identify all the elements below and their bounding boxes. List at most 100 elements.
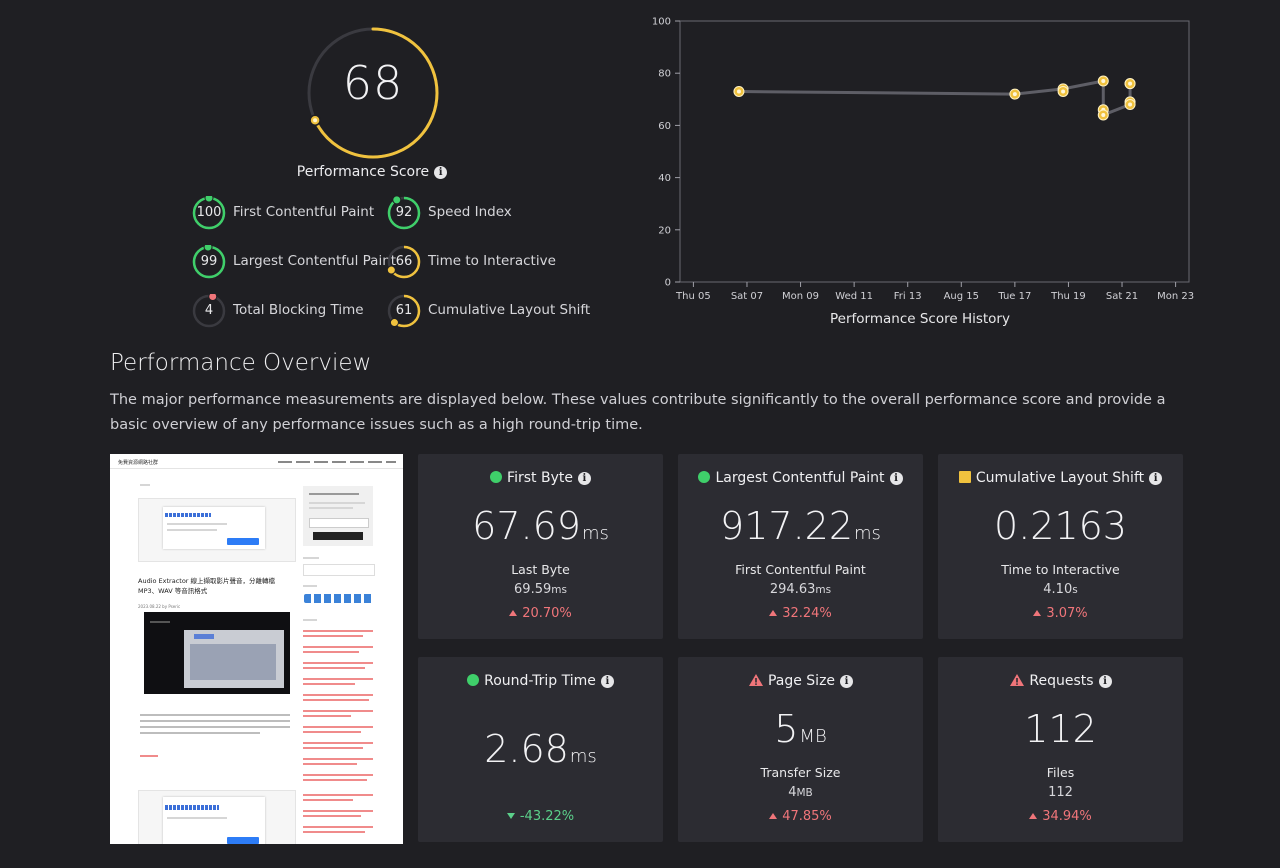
card-sub-value: 4.10s: [938, 582, 1183, 597]
info-icon[interactable]: i: [434, 166, 448, 179]
card-value: 917.22ms: [678, 504, 923, 548]
info-icon[interactable]: i: [1098, 675, 1112, 688]
card-delta: 47.85%: [678, 809, 923, 824]
metric-label-speed-index: Speed Index: [428, 204, 512, 220]
card-delta-value: 3.07%: [1046, 606, 1088, 621]
metric-score: 61: [395, 303, 413, 318]
card-sub-value: 4MB: [678, 785, 923, 800]
chart-x-tick-label: Tue 17: [997, 291, 1031, 302]
metric-card-round-trip-time: Round-Trip Time i 2.68ms -43.22%: [418, 657, 663, 842]
card-sub-label: Files: [1046, 765, 1075, 780]
card-value: 112: [938, 707, 1183, 751]
warning-icon: [1010, 674, 1025, 686]
card-delta: -43.22%: [418, 809, 663, 824]
metric-card-page-size: Page Size i 5MB Transfer Size 4MB 47.85%: [678, 657, 923, 842]
card-value-unit: MB: [799, 726, 827, 747]
status-good-icon: [467, 674, 480, 686]
metric-card-largest-contentful-paint: Largest Contentful Paint i 917.22ms First…: [678, 454, 923, 639]
card-header: First Byte i: [418, 470, 663, 486]
metric-ring-first-contentful-paint: 100: [192, 196, 226, 230]
chart-point-center: [736, 89, 741, 94]
card-header: Cumulative Layout Shift i: [938, 470, 1183, 486]
chart-point-center: [1012, 92, 1017, 97]
card-sub-value-unit: s: [1072, 584, 1078, 596]
metric-label-total-blocking-time: Total Blocking Time: [233, 302, 364, 318]
metric-label-largest-contentful-paint: Largest Contentful Paint: [233, 253, 397, 269]
metric-label-time-to-interactive: Time to Interactive: [428, 253, 556, 269]
card-value-unit: ms: [569, 746, 597, 767]
chart-x-tick-label: Mon 23: [1157, 291, 1194, 302]
warning-icon: [748, 674, 763, 686]
chart-series-path: [738, 79, 1132, 117]
chart-x-tick-label: Aug 15: [944, 291, 979, 302]
card-title: Round-Trip Time: [484, 673, 596, 689]
metric-score: 92: [395, 205, 413, 220]
chart-y-tick-label: 40: [658, 173, 671, 184]
trend-down-icon: [506, 813, 515, 819]
status-good-icon: [698, 471, 711, 483]
info-icon[interactable]: i: [1149, 472, 1163, 485]
card-value-number: 112: [1024, 707, 1097, 751]
metric-score: 99: [200, 254, 218, 269]
info-icon[interactable]: i: [840, 675, 854, 688]
card-delta: 20.70%: [418, 606, 663, 621]
info-icon[interactable]: i: [600, 675, 614, 688]
metric-ring-speed-index: 92: [387, 196, 421, 230]
card-value: 0.2163: [938, 504, 1183, 548]
trend-up-icon: [1029, 813, 1038, 819]
screenshot-article-title: Audio Extractor 線上擷取影片聲音，分離轉檔 MP3、WAV 等音…: [138, 577, 276, 595]
chart-points: [733, 75, 1136, 121]
card-title: First Byte: [507, 470, 573, 486]
card-value-number: 67.69: [472, 504, 581, 548]
chart-y-tick-label: 60: [658, 121, 671, 132]
chart-series-line: [738, 79, 1132, 117]
chart-point-center: [1061, 89, 1066, 94]
performance-score-history-chart: 0 20 40 60 80 100 Thu 05 Sat 07 Mon 09 Wed 11 Fri …: [652, 17, 1194, 303]
chart-x-tick-label: Thu 05: [675, 291, 711, 302]
metric-score: 66: [395, 254, 413, 269]
metric-card-cumulative-layout-shift: Cumulative Layout Shift i 0.2163 Time to …: [938, 454, 1183, 639]
card-header: Round-Trip Time i: [418, 673, 663, 689]
card-delta-value: 20.70%: [522, 606, 572, 621]
trend-up-icon: [769, 813, 778, 819]
metric-ring-time-to-interactive: 66: [387, 245, 421, 279]
chart-y-tick-label: 0: [665, 278, 671, 289]
chart-point-center: [1128, 81, 1133, 86]
card-sub-value: 294.63ms: [678, 582, 923, 597]
trend-up-icon: [509, 610, 518, 616]
info-icon[interactable]: i: [577, 472, 591, 485]
metric-ring-cumulative-layout-shift: 61: [387, 294, 421, 328]
card-value-number: 5: [774, 707, 799, 751]
section-title: Performance Overview: [110, 350, 372, 376]
performance-score-value: 68: [342, 56, 404, 110]
card-header: Requests i: [938, 673, 1183, 689]
chart-point-center: [1101, 112, 1106, 117]
metric-label-cumulative-layout-shift: Cumulative Layout Shift: [428, 302, 591, 318]
performance-score-gauge: [307, 27, 439, 159]
card-sub-label: Transfer Size: [760, 765, 841, 780]
card-sub-value-number: 4.10: [1043, 582, 1073, 597]
chart-x-axis-label: Performance Score History: [830, 311, 1010, 327]
card-title: Cumulative Layout Shift: [975, 470, 1145, 486]
metric-card-requests: Requests i 112 Files 112 34.94%: [938, 657, 1183, 842]
chart-x-tick-label: Wed 11: [835, 291, 873, 302]
info-icon[interactable]: i: [889, 472, 903, 485]
chart-x-tick-label: Sat 07: [731, 291, 763, 302]
card-value-number: 917.22: [720, 504, 854, 548]
chart-axes: 0 20 40 60 80 100 Thu 05 Sat 07 Mon 09 Wed 11 Fri …: [652, 17, 1194, 303]
page-screenshot[interactable]: 免費資源網路社群 Audio Extractor 線上擷取影片聲音，分離轉檔 M…: [110, 454, 403, 844]
status-good-icon: [490, 471, 503, 483]
card-title: Largest Contentful Paint: [715, 470, 885, 486]
chart-x-tick-label: Fri 13: [894, 291, 922, 302]
card-title: Page Size: [767, 673, 836, 689]
card-delta-value: -43.22%: [519, 809, 575, 824]
card-value-number: 0.2163: [994, 504, 1127, 548]
card-delta-value: 32.24%: [782, 606, 832, 621]
metric-label-first-contentful-paint: First Contentful Paint: [233, 204, 375, 220]
chart-x-tick-label: Mon 09: [782, 291, 819, 302]
card-sub-value-number: 294.63: [769, 582, 816, 597]
chart-x-tick-label: Sat 21: [1106, 291, 1138, 302]
card-sub-value-number: 4: [788, 785, 797, 800]
card-sub-value-unit: MB: [796, 787, 813, 799]
section-description: The major performance measurements are d…: [110, 392, 1166, 433]
